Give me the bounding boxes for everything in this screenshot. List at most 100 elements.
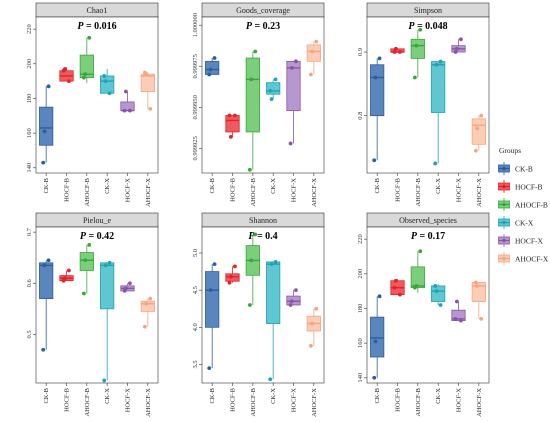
data-point — [228, 134, 233, 139]
box-iqr — [140, 73, 155, 92]
y-tick-label: 200 — [357, 269, 364, 279]
box-hocf-x — [120, 89, 135, 113]
data-point — [393, 278, 398, 283]
x-tick-label: AHOCF-X — [145, 388, 152, 417]
legend: Groups CK-B HOCF-B AHOCF-B CK-X HOCF-X AHOCF-X — [497, 146, 549, 265]
data-point — [372, 375, 377, 380]
data-point — [228, 274, 233, 279]
x-tick-label: AHOCF-B — [415, 387, 422, 416]
data-point — [148, 106, 153, 111]
data-point — [268, 88, 273, 93]
plot-area — [366, 16, 490, 174]
box-ahocf-x — [471, 113, 486, 153]
x-tick-label: CK-X — [104, 388, 111, 404]
data-point — [288, 303, 293, 307]
x-tick-label: CK-X — [270, 178, 277, 194]
y-tick-label: 0.6 — [26, 278, 33, 287]
box-hocf-x — [451, 299, 466, 323]
box-iqr — [205, 271, 220, 328]
data-point — [102, 378, 107, 383]
y-tick-label: 4.0 — [192, 323, 199, 331]
box-ck-x — [100, 69, 115, 96]
box-iqr — [39, 106, 54, 146]
data-point — [308, 343, 313, 348]
data-point — [273, 77, 278, 82]
box-ahocf-b — [245, 232, 260, 307]
data-point — [310, 49, 315, 54]
x-tick-label: HOCF-B — [230, 177, 237, 202]
data-point — [46, 258, 51, 263]
y-tick-label: 0.999950 — [192, 95, 199, 119]
data-point — [122, 108, 127, 113]
x-tick-label: HOCF-X — [456, 388, 463, 413]
strip-title: Chao1 — [87, 6, 108, 15]
data-point — [473, 148, 478, 153]
data-point — [107, 260, 112, 265]
y-tick-label: 0.8 — [357, 112, 364, 120]
data-point — [373, 75, 378, 80]
box-hocf-x — [120, 281, 135, 293]
data-point — [377, 56, 382, 61]
legend-key-point — [502, 238, 506, 243]
data-point — [314, 39, 319, 44]
data-point — [438, 303, 443, 307]
data-point — [479, 316, 484, 321]
data-point — [412, 285, 417, 290]
box-iqr — [100, 262, 115, 310]
data-point — [392, 50, 397, 54]
plot-area — [201, 16, 325, 174]
y-tick-label: 220 — [357, 234, 364, 244]
x-tick-label: CK-B — [374, 387, 381, 403]
legend-label: CK-X — [515, 219, 534, 228]
panel-simpson: Simpson 0.8 0.9 P = 0.048 CK-B HOCF-B AHOCF-B C… — [357, 2, 490, 207]
data-point — [453, 50, 458, 54]
data-point — [393, 46, 398, 51]
box-ahocf-x — [140, 70, 155, 111]
data-point — [253, 232, 258, 237]
legend-key-point — [502, 202, 506, 207]
data-point — [107, 91, 112, 96]
box-ck-b — [370, 56, 385, 163]
data-point — [247, 167, 252, 172]
data-point — [372, 158, 377, 163]
x-tick-label: HOCF-B — [395, 387, 402, 412]
p-value-annotation: P = 0.4 — [248, 231, 277, 242]
data-point — [377, 294, 382, 299]
data-point — [233, 113, 237, 118]
box-iqr — [410, 266, 425, 289]
y-tick-label: 0.9 — [357, 48, 364, 56]
panel-goods_coverage: Goods_coverage 0.999925 0.999950 0.999975 1.… — [192, 2, 325, 207]
data-point — [433, 284, 438, 288]
panel-pielou_e: Pielou_e 0.5 0.6 0.7 P = 0.42 CK-B HOCF-B AHOCF… — [26, 212, 159, 417]
data-point — [414, 43, 419, 48]
data-point — [398, 292, 402, 297]
data-point — [212, 56, 217, 60]
box-iqr — [39, 262, 54, 300]
y-tick-label: 3.5 — [192, 360, 199, 368]
box-ahocf-b — [245, 49, 260, 172]
x-tick-label: AHOCF-B — [415, 177, 422, 206]
y-tick-label: 220 — [26, 24, 33, 34]
y-tick-label: 180 — [357, 304, 364, 314]
data-point — [454, 299, 459, 304]
data-point — [61, 68, 66, 73]
p-value: = 0.23 — [252, 21, 280, 32]
legend-key-ck-b — [497, 162, 511, 175]
x-tick-label: CK-X — [104, 178, 111, 194]
plot-area — [201, 226, 325, 384]
p-value-annotation: P = 0.048 — [408, 21, 447, 32]
data-point — [247, 303, 252, 307]
data-point — [207, 366, 212, 371]
p-value: = 0.17 — [417, 231, 445, 242]
box-ck-x — [431, 284, 446, 307]
data-point — [418, 27, 423, 32]
y-tick-label: 160 — [357, 338, 364, 348]
legend-key-ck-x — [497, 216, 511, 229]
x-tick-label: CK-B — [374, 177, 381, 193]
x-tick-label: CK-B — [43, 387, 50, 403]
legend-label: HOCF-B — [515, 183, 543, 192]
data-point — [373, 339, 378, 344]
p-label: P — [80, 231, 87, 242]
strip-title: Simpson — [414, 6, 442, 15]
x-tick-label: AHOCF-B — [84, 387, 91, 416]
